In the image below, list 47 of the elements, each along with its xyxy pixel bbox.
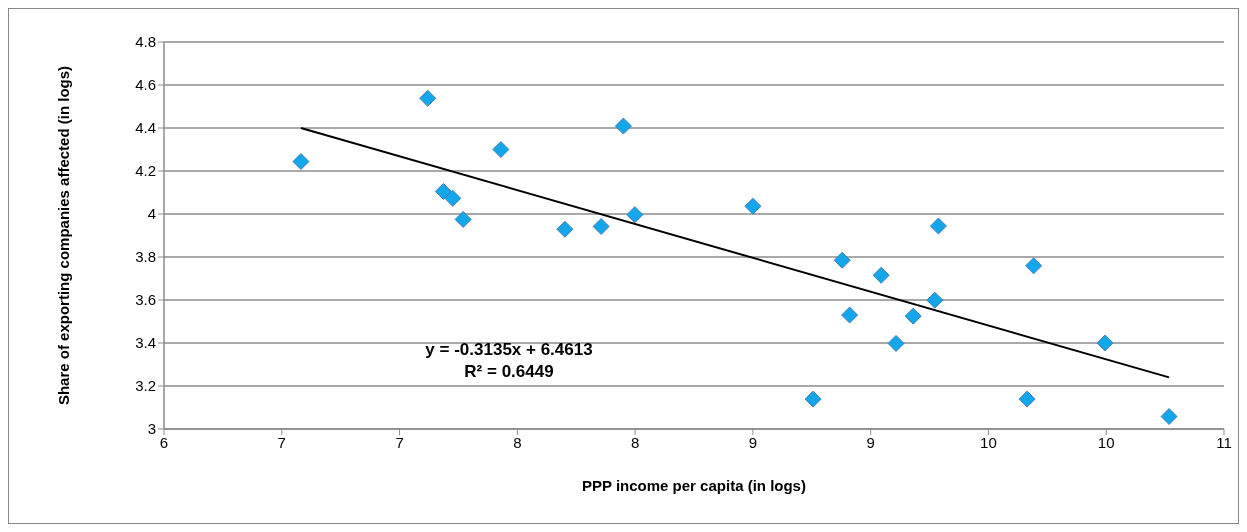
y-tick-label: 3 bbox=[147, 420, 156, 438]
y-tick-label: 4.4 bbox=[135, 119, 156, 137]
annotation: y = -0.3135x + 6.4613 bbox=[424, 339, 594, 361]
point bbox=[419, 89, 437, 107]
point bbox=[833, 251, 851, 269]
point bbox=[292, 153, 310, 171]
annotation: R² = 0.6449 bbox=[463, 361, 555, 383]
x-axis-title: PPP income per capita (in logs) bbox=[582, 477, 806, 494]
y-tick-label: 3.8 bbox=[135, 248, 156, 266]
point bbox=[804, 390, 822, 408]
x-tick-label: 9 bbox=[866, 433, 875, 451]
y-tick-label: 3.6 bbox=[135, 291, 156, 309]
y-tick-label: 4.2 bbox=[135, 162, 156, 180]
x-tick-label: 8 bbox=[630, 433, 640, 451]
point bbox=[904, 307, 922, 325]
y-tick-label: 4.8 bbox=[135, 33, 156, 51]
point bbox=[929, 217, 947, 235]
point bbox=[1025, 257, 1043, 275]
y-tick-label: 4.6 bbox=[135, 76, 156, 94]
point bbox=[841, 306, 859, 324]
point bbox=[492, 141, 510, 158]
point bbox=[872, 266, 890, 284]
point bbox=[744, 197, 762, 215]
point bbox=[1096, 334, 1114, 352]
point bbox=[626, 206, 644, 224]
point bbox=[926, 291, 944, 309]
x-tick-label: 7 bbox=[395, 433, 404, 451]
point bbox=[1160, 408, 1178, 426]
y-axis-title: Share of exporting companies affected (in logs) bbox=[55, 65, 73, 406]
point bbox=[444, 189, 462, 207]
x-tick-label: 11 bbox=[1216, 433, 1232, 451]
point bbox=[556, 220, 574, 238]
point bbox=[592, 217, 610, 235]
y-tick-label: 3.2 bbox=[135, 377, 156, 395]
x-tick-label: 10 bbox=[980, 433, 997, 451]
point bbox=[434, 182, 452, 200]
x-tick-label: 6 bbox=[159, 433, 169, 451]
x-tick-label: 7 bbox=[277, 433, 286, 451]
x-tick-label: 8 bbox=[513, 433, 522, 451]
x-tick-label: 9 bbox=[748, 433, 758, 451]
point bbox=[614, 117, 632, 135]
point bbox=[1018, 390, 1036, 408]
point bbox=[454, 210, 472, 228]
point bbox=[887, 334, 905, 352]
y-tick-label: 4 bbox=[147, 205, 156, 223]
y-tick-label: 3.4 bbox=[135, 334, 156, 352]
x-tick-label: 10 bbox=[1097, 433, 1115, 451]
